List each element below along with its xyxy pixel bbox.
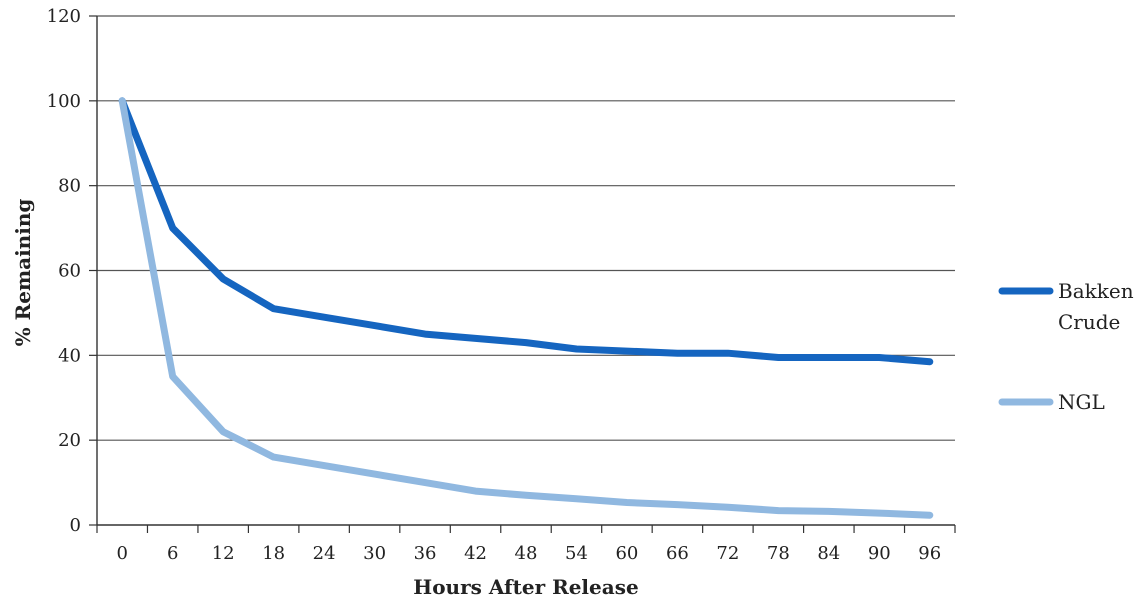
x-tick-label: 12 xyxy=(212,543,235,564)
x-tick-label: 84 xyxy=(817,543,840,564)
x-tick-label: 42 xyxy=(464,543,487,564)
x-tick-label: 30 xyxy=(363,543,386,564)
y-axis-title: % Remaining xyxy=(11,199,35,347)
y-tick-label: 20 xyxy=(58,430,81,451)
y-tick-label: 80 xyxy=(58,176,81,197)
grid-lines xyxy=(97,16,955,440)
legend: Bakken Crude NGL xyxy=(1002,279,1134,414)
x-tick-label: 36 xyxy=(414,543,437,564)
legend-label: NGL xyxy=(1058,390,1105,414)
x-tick-label: 90 xyxy=(868,543,891,564)
y-tick-label: 100 xyxy=(47,91,81,112)
x-tick-label: 0 xyxy=(117,543,128,564)
x-tick-label: 54 xyxy=(565,543,588,564)
legend-label: Crude xyxy=(1058,310,1120,334)
x-tick-label: 78 xyxy=(767,543,790,564)
x-tick-label: 24 xyxy=(313,543,336,564)
legend-label: Bakken xyxy=(1058,279,1134,303)
y-tick-label: 60 xyxy=(58,261,81,282)
y-tick-label: 40 xyxy=(58,345,81,366)
x-tick-label: 60 xyxy=(615,543,638,564)
y-tick-labels: 0 20 40 60 80 100 120 xyxy=(47,6,81,536)
y-tick-label: 120 xyxy=(47,6,81,27)
x-tick-label: 48 xyxy=(515,543,538,564)
x-axis-title: Hours After Release xyxy=(413,575,638,599)
x-tick-label: 96 xyxy=(918,543,941,564)
series-lines xyxy=(122,101,930,515)
y-tick-label: 0 xyxy=(70,515,81,536)
x-tick-label: 6 xyxy=(167,543,178,564)
x-tick-label: 18 xyxy=(262,543,285,564)
x-tick-labels: 0 6 12 18 24 30 36 42 48 54 60 66 72 78 84 90 96 xyxy=(117,543,942,564)
series-line-bakken-crude xyxy=(122,101,930,362)
series-line-ngl xyxy=(122,101,930,515)
x-tick-label: 72 xyxy=(716,543,739,564)
x-tick-label: 66 xyxy=(666,543,689,564)
